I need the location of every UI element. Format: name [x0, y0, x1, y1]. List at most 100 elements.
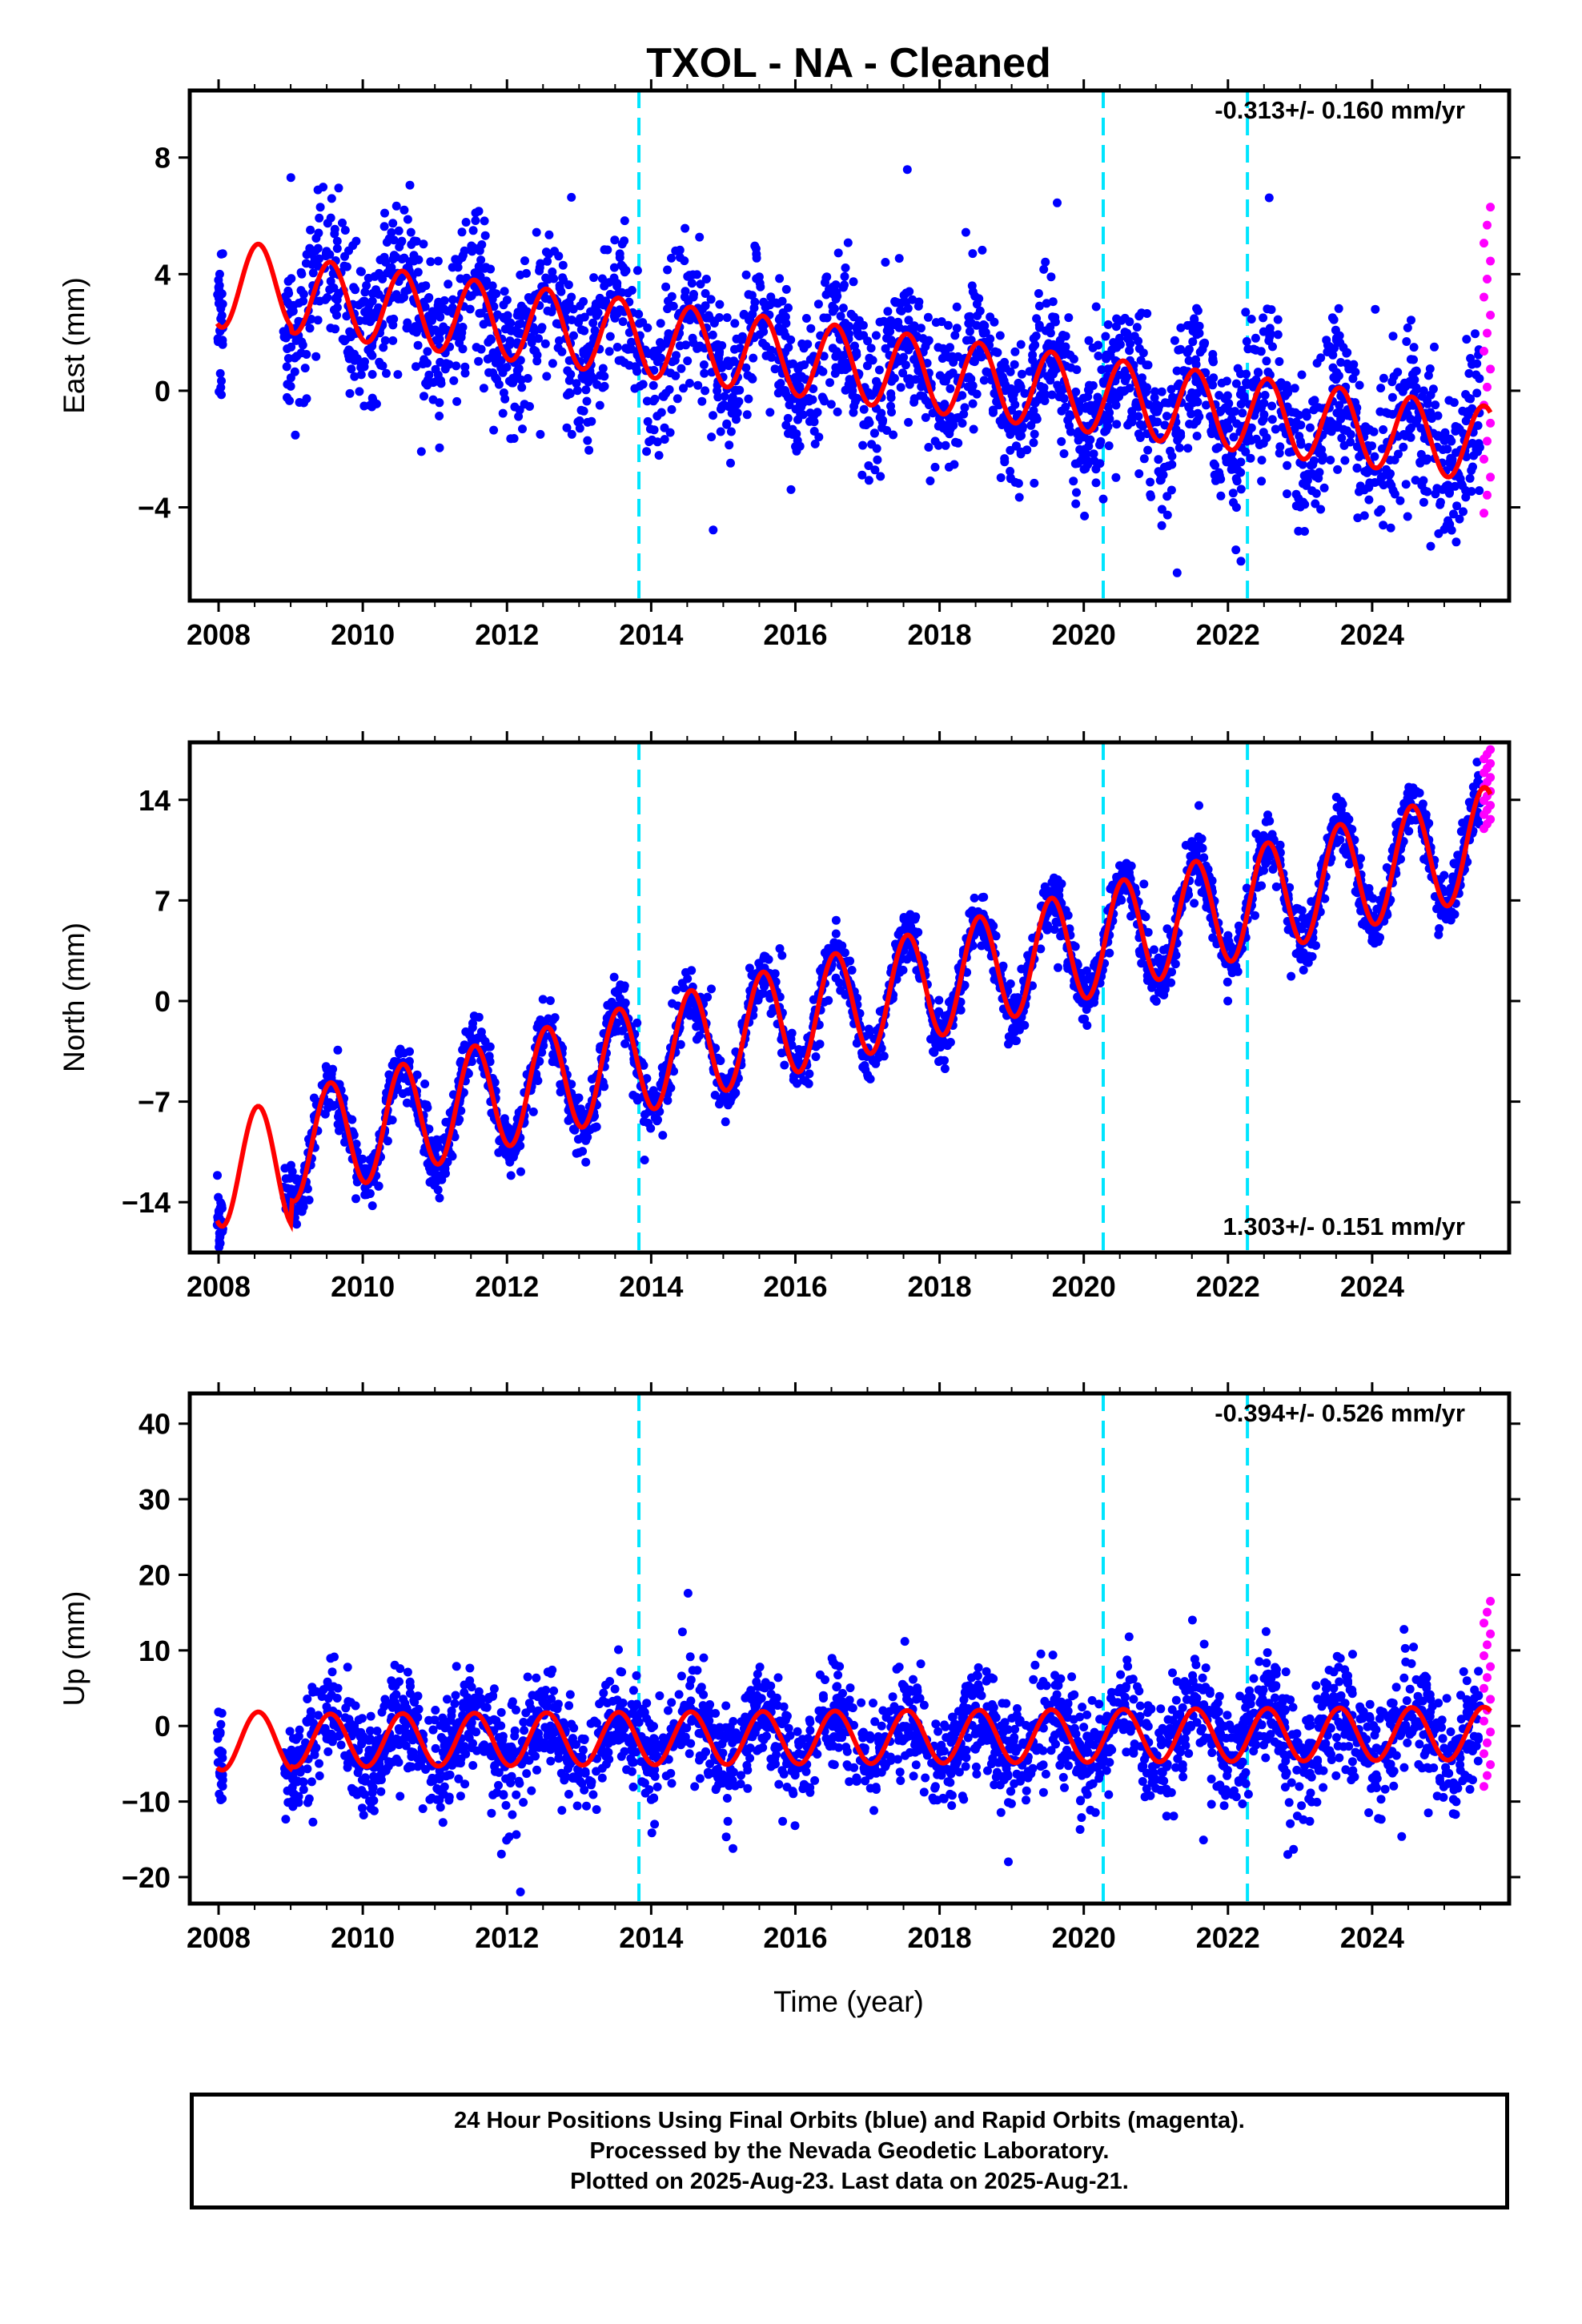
east-final-point: [1376, 472, 1386, 482]
east-final-point: [215, 368, 225, 378]
east-final-point: [1229, 498, 1238, 507]
north-final-point: [309, 1093, 319, 1103]
east-final-point: [952, 413, 962, 423]
east-final-point: [1462, 335, 1472, 344]
east-final-point: [1468, 462, 1477, 472]
east-final-point: [819, 313, 829, 323]
east-final-point: [345, 388, 355, 398]
east-final-point: [424, 370, 434, 380]
east-final-point: [1215, 468, 1224, 477]
east-final-point: [1251, 333, 1260, 343]
east-final-point: [1403, 409, 1412, 419]
east-final-point: [475, 308, 484, 318]
east-final-point: [873, 455, 882, 464]
east-final-point: [1202, 400, 1211, 410]
east-final-point: [582, 396, 592, 406]
east-final-point: [543, 256, 552, 266]
east-final-point: [1134, 429, 1143, 439]
east-final-point: [998, 420, 1006, 429]
east-final-point: [837, 358, 847, 368]
east-final-point: [1079, 432, 1089, 442]
east-final-point: [413, 340, 423, 350]
east-final-point: [930, 462, 940, 472]
east-final-point: [1215, 391, 1224, 400]
east-final-point: [819, 352, 829, 361]
north-final-point: [283, 1184, 292, 1193]
east-final-point: [800, 360, 809, 369]
north-final-point: [1441, 915, 1451, 924]
east-final-point: [1388, 332, 1398, 341]
east-final-point: [964, 372, 974, 382]
east-final-point: [954, 352, 963, 361]
east-final-point: [1387, 409, 1397, 419]
east-final-point: [897, 306, 906, 316]
east-final-point: [775, 324, 785, 334]
east-final-point: [330, 229, 339, 239]
east-final-point: [934, 421, 943, 431]
east-final-point: [668, 357, 677, 367]
east-final-point: [1211, 460, 1220, 470]
east-final-point: [579, 297, 588, 306]
east-final-point: [1190, 397, 1199, 407]
east-final-point: [1209, 357, 1218, 367]
east-final-point: [809, 384, 818, 393]
east-final-point: [1300, 527, 1309, 536]
east-final-point: [1312, 359, 1322, 368]
east-final-point: [1236, 485, 1246, 494]
east-final-point: [299, 289, 308, 299]
east-final-point: [1343, 359, 1352, 368]
east-final-point: [435, 412, 444, 420]
east-final-point: [1370, 452, 1379, 461]
east-final-point: [1445, 434, 1455, 444]
east-final-point: [1054, 392, 1064, 402]
east-final-point: [1443, 480, 1453, 490]
east-final-point: [321, 251, 331, 261]
east-final-point: [1284, 448, 1294, 457]
east-final-point: [1387, 377, 1397, 387]
east-final-point: [644, 437, 654, 447]
east-final-point: [1125, 384, 1134, 393]
north-final-point: [940, 1055, 949, 1065]
east-final-point: [1335, 400, 1344, 410]
east-final-point: [1174, 345, 1183, 355]
east-final-point: [638, 318, 648, 328]
east-final-point: [598, 364, 608, 373]
east-final-point: [516, 375, 526, 384]
east-final-point: [1475, 486, 1484, 496]
east-rapid-point: [1480, 454, 1488, 464]
east-final-point: [681, 223, 690, 233]
east-final-point: [652, 412, 662, 421]
east-final-point: [1423, 454, 1432, 464]
east-final-point: [311, 234, 321, 243]
north-final-point: [1275, 840, 1285, 850]
east-final-point: [520, 256, 529, 266]
east-final-point: [978, 245, 987, 255]
north-final-point: [1115, 861, 1124, 870]
east-final-point: [1363, 424, 1372, 433]
east-final-point: [311, 352, 321, 361]
east-rapid-point: [1480, 509, 1488, 518]
north-final-point: [1006, 979, 1015, 988]
east-final-point: [649, 365, 659, 375]
east-final-point: [1253, 368, 1263, 377]
east-final-point: [883, 307, 893, 316]
east-final-point: [1332, 408, 1342, 418]
east-final-point: [720, 392, 729, 401]
east-final-point: [359, 362, 369, 372]
east-final-point: [862, 361, 872, 371]
east-final-point: [899, 352, 909, 362]
north-final-point: [1158, 945, 1168, 955]
north-final-point: [1125, 861, 1134, 870]
east-final-point: [828, 307, 837, 316]
east-final-point: [474, 356, 484, 366]
east-final-point: [338, 335, 347, 344]
east-final-point: [1443, 444, 1452, 454]
east-final-point: [305, 243, 315, 253]
east-final-point: [1059, 449, 1069, 458]
east-final-point: [877, 417, 887, 427]
east-final-point: [752, 274, 761, 283]
east-final-point: [998, 372, 1007, 382]
east-final-point: [507, 378, 516, 388]
east-final-point: [1207, 429, 1216, 439]
east-final-point: [435, 300, 444, 309]
